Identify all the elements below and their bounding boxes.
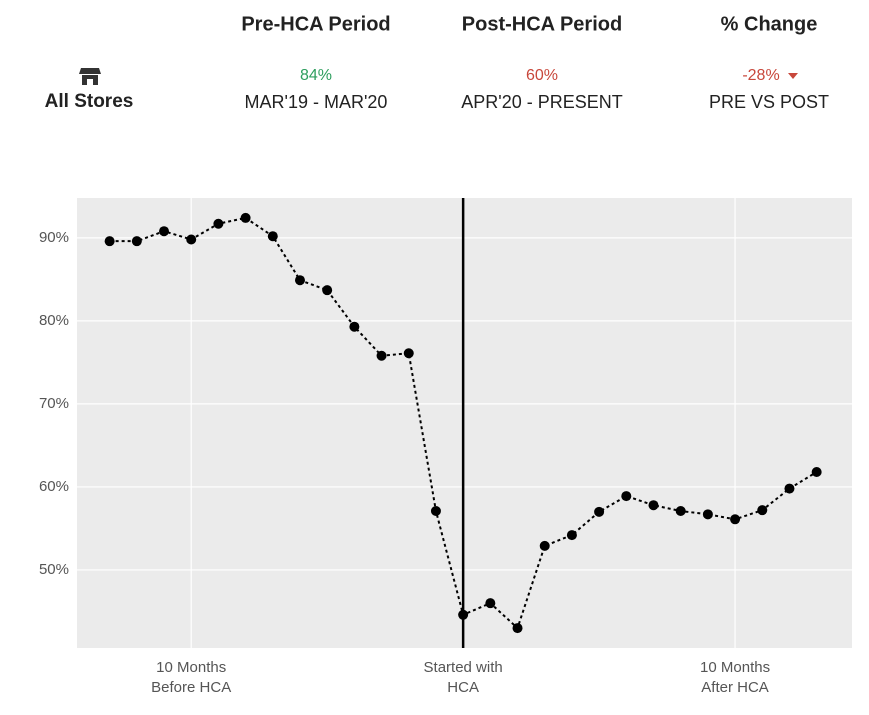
column-subtitle: MAR'19 - MAR'20 (245, 92, 388, 112)
point (376, 350, 387, 361)
point (159, 226, 170, 237)
x-tick-label: Started with HCA (424, 659, 503, 696)
column-title: Pre-HCA Period (241, 13, 390, 35)
point (757, 505, 768, 516)
point (621, 491, 632, 502)
point (566, 530, 577, 541)
store-icon (79, 68, 101, 85)
column-value: 60% (526, 67, 558, 84)
point (240, 212, 251, 223)
y-tick-label: 90% (39, 229, 69, 246)
column-subtitle: PRE VS POST (709, 92, 829, 112)
point (675, 506, 686, 517)
x-tick-label: 10 Months After HCA (700, 659, 770, 696)
point (512, 623, 523, 634)
y-tick-label: 70% (39, 395, 69, 412)
point (730, 514, 741, 525)
point (104, 236, 115, 247)
point (403, 348, 414, 359)
column-value: 84% (300, 67, 332, 84)
column-value: -28% (742, 67, 779, 84)
x-tick-label: 10 Months Before HCA (151, 659, 231, 696)
point (349, 321, 360, 332)
point (539, 540, 550, 551)
column-title: % Change (721, 13, 818, 35)
down-arrow (788, 73, 798, 79)
point (213, 218, 224, 229)
point (784, 483, 795, 494)
plot-area (77, 198, 852, 648)
store-label: All Stores (45, 91, 134, 112)
point (186, 234, 197, 245)
point (322, 285, 333, 296)
y-tick-label: 50% (39, 561, 69, 578)
point (131, 236, 142, 247)
y-tick-label: 80% (39, 312, 69, 329)
point (702, 509, 713, 520)
point (811, 466, 822, 477)
column-title: Post-HCA Period (462, 13, 622, 35)
point (485, 598, 496, 609)
y-tick-label: 60% (39, 478, 69, 495)
point (430, 506, 441, 517)
point (267, 231, 278, 242)
point (294, 275, 305, 286)
point (594, 506, 605, 517)
point (458, 609, 469, 620)
column-subtitle: APR'20 - PRESENT (461, 92, 622, 112)
point (648, 500, 659, 511)
